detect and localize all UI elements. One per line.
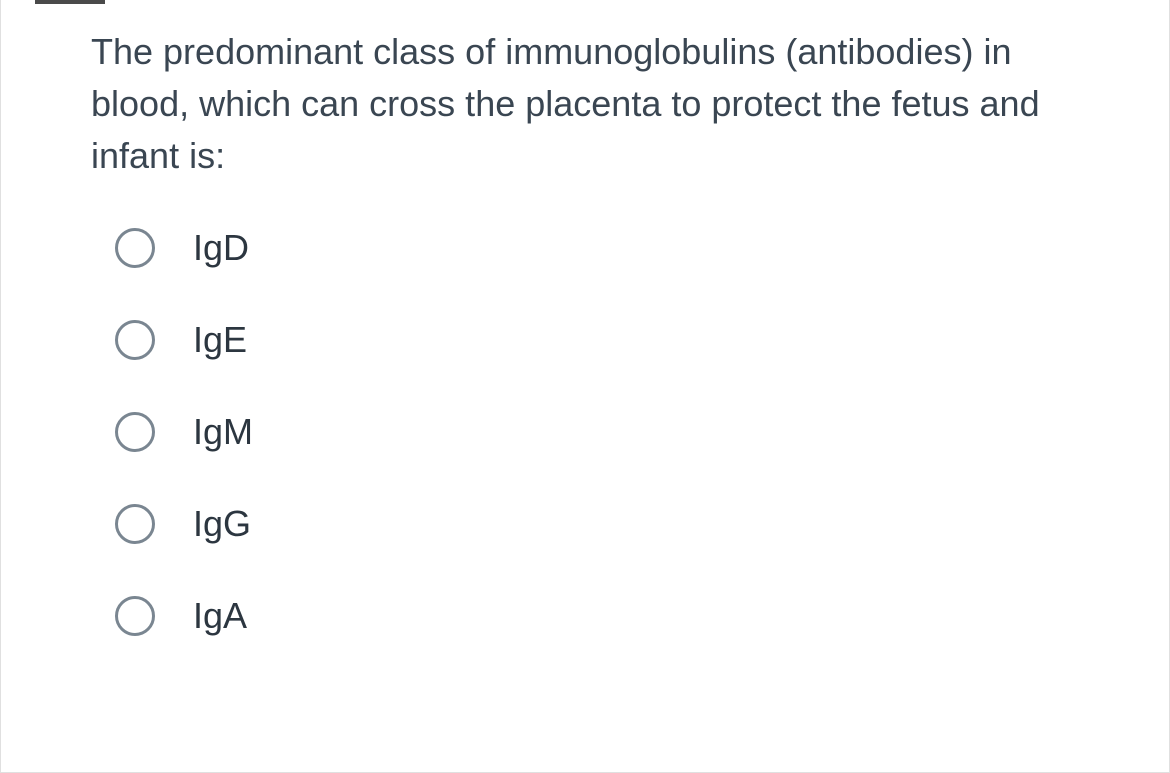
radio-icon [115,504,155,544]
radio-icon [115,320,155,360]
option-row-igd[interactable]: IgD [115,227,1079,269]
option-row-igm[interactable]: IgM [115,411,1079,453]
option-label: IgA [193,595,247,637]
option-label: IgM [193,411,253,453]
option-row-iga[interactable]: IgA [115,595,1079,637]
radio-icon [115,228,155,268]
option-row-ige[interactable]: IgE [115,319,1079,361]
option-label: IgG [193,503,251,545]
top-marker [35,0,105,4]
option-label: IgE [193,319,247,361]
option-label: IgD [193,227,249,269]
option-row-igg[interactable]: IgG [115,503,1079,545]
question-text: The predominant class of immunoglobulins… [91,26,1079,183]
options-list: IgD IgE IgM IgG IgA [91,227,1079,637]
radio-icon [115,596,155,636]
radio-icon [115,412,155,452]
quiz-container: The predominant class of immunoglobulins… [0,0,1170,773]
